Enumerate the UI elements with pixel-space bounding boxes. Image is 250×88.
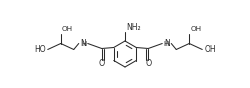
Text: OH: OH: [190, 26, 200, 32]
Text: H: H: [81, 41, 86, 47]
Text: O: O: [98, 59, 104, 68]
Text: O: O: [144, 59, 151, 68]
Text: OH: OH: [204, 45, 215, 54]
Text: OH: OH: [62, 26, 72, 32]
Text: N: N: [80, 40, 85, 48]
Text: H: H: [162, 41, 168, 47]
Text: NH₂: NH₂: [126, 23, 140, 32]
Text: HO: HO: [34, 45, 45, 54]
Text: N: N: [164, 40, 170, 48]
